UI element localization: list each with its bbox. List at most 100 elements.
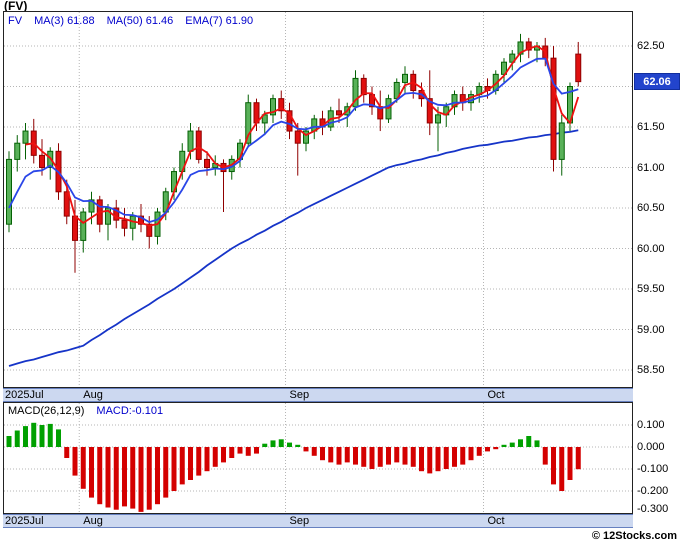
macd-bar (270, 440, 276, 447)
macd-bar (39, 425, 45, 447)
ma3-line (25, 45, 580, 227)
macd-bar (369, 447, 375, 469)
macd-bar (485, 447, 490, 452)
macd-bar (122, 447, 127, 507)
candle (336, 110, 342, 116)
month-label: Aug (83, 515, 103, 527)
legend-item: MA(50) 61.46 (106, 15, 174, 27)
ticker-title: (FV) (4, 0, 28, 13)
price-axis-label: 60.50 (637, 202, 665, 214)
macd-bar (344, 447, 350, 463)
candle (113, 207, 120, 221)
macd-bar (336, 447, 342, 465)
macd-bar (501, 444, 507, 447)
price-axis-label: 60.00 (637, 242, 665, 255)
macd-bar (295, 444, 301, 447)
candle (525, 41, 532, 51)
candle (550, 57, 557, 160)
macd-bar (138, 447, 144, 512)
price-axis-label: 59.00 (637, 323, 665, 336)
macd-bar (212, 447, 218, 467)
macd-bar (476, 447, 482, 456)
macd-bar (146, 447, 152, 510)
macd-bar (361, 447, 367, 467)
macd-bar (534, 440, 540, 447)
macd-bar (410, 447, 416, 467)
macd-bar (171, 447, 177, 491)
candle (294, 130, 301, 144)
macd-bar (386, 447, 391, 465)
candle (14, 142, 21, 160)
month-label: Sep (289, 389, 310, 401)
macd-bar (204, 447, 210, 472)
macd-bar (559, 447, 565, 491)
price-axis-label: 58.50 (637, 364, 665, 376)
macd-bar (64, 447, 70, 458)
macd-bar (89, 447, 94, 498)
candle (63, 191, 70, 217)
macd-bar (419, 447, 424, 472)
candle (360, 77, 367, 96)
macd-bar (551, 447, 556, 485)
macd-bar (468, 447, 474, 461)
macd-bar (163, 447, 169, 498)
candle (426, 98, 433, 124)
macd-axis-label: 0.100 (637, 419, 665, 431)
macd-bar (72, 447, 78, 476)
macd-bar (14, 430, 20, 447)
macd-bar (47, 423, 53, 447)
macd-bar (23, 426, 28, 447)
macd-bar (377, 447, 383, 467)
month-label: Aug (83, 389, 103, 401)
macd-bar (105, 447, 111, 508)
macd-bar (196, 447, 202, 476)
candle (22, 130, 29, 144)
date-axis-top: 2025Jul Aug Sep Oct (3, 388, 633, 402)
month-label: Sep (289, 515, 310, 527)
candle (204, 158, 210, 168)
macd-bar (262, 443, 268, 447)
candle (286, 110, 293, 132)
macd-bar (402, 447, 408, 465)
candle (303, 130, 309, 144)
macd-bar (394, 447, 400, 463)
macd-axis-label: -0.100 (637, 463, 669, 475)
macd-axis-label: 0.000 (637, 441, 665, 453)
candle (72, 215, 78, 241)
macd-bar (97, 447, 103, 505)
macd-panel: MACD(26,12,9) MACD:-0.101 (3, 402, 633, 514)
price-axis-label: 59.50 (637, 283, 665, 295)
price-axis-label: 61.00 (637, 161, 665, 174)
candlestick-chart (4, 12, 632, 387)
candle (146, 223, 153, 237)
macd-bar (526, 436, 532, 447)
macd-bar (56, 429, 61, 447)
macd-bar (254, 447, 259, 454)
price-axis-label: 62.50 (637, 40, 665, 52)
macd-bar (353, 447, 358, 465)
macd-bar (130, 447, 136, 509)
candle (435, 114, 441, 124)
macd-bar (179, 447, 185, 485)
macd-bar (31, 422, 37, 447)
candle (6, 158, 12, 225)
macd-bar (6, 436, 12, 447)
macd-bar (245, 447, 251, 456)
price-axis-label: 61.50 (637, 121, 665, 133)
macd-bar (443, 447, 449, 469)
candle (121, 219, 128, 229)
candle (39, 154, 45, 169)
macd-bar (435, 447, 441, 472)
macd-histogram (4, 403, 632, 513)
month-label: 2025Jul (5, 515, 44, 527)
price-legend: FV MA(3) 61.88 MA(50) 61.46 EMA(7) 61.90 (8, 15, 277, 27)
macd-bar (188, 447, 193, 480)
macd-bar (229, 447, 235, 458)
candle (195, 130, 202, 160)
macd-bar (311, 447, 317, 456)
candle (245, 102, 252, 144)
macd-bar (237, 447, 243, 454)
legend-item: MA(3) 61.88 (34, 15, 95, 27)
price-chart-panel: FV MA(3) 61.88 MA(50) 61.46 EMA(7) 61.90 (3, 11, 633, 388)
candle (575, 53, 582, 83)
